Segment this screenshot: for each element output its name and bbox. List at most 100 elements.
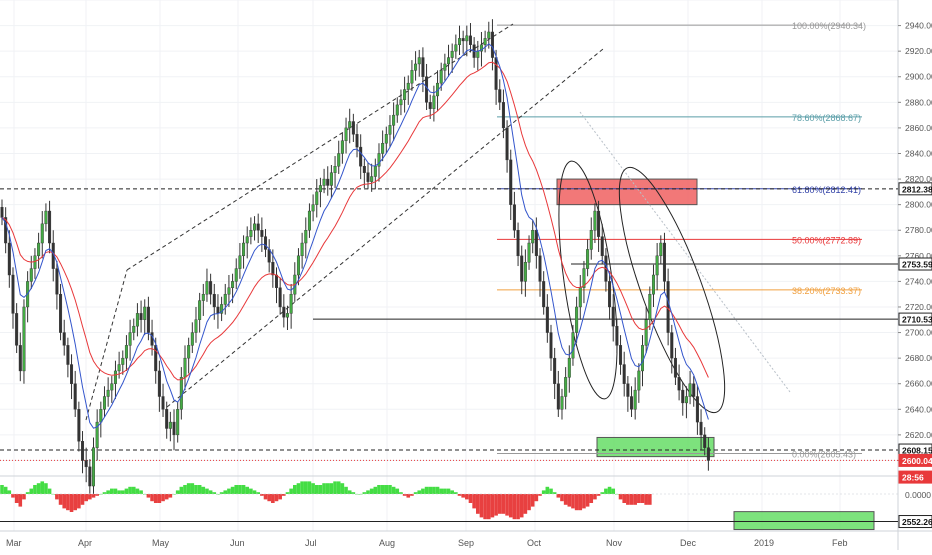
oscillator-bar	[486, 494, 491, 520]
candle-body	[143, 306, 147, 320]
oscillator-bar	[336, 481, 341, 494]
oscillator-bar	[563, 494, 568, 505]
oscillator-bar	[417, 490, 422, 494]
candle-body	[227, 287, 231, 295]
candle-body	[578, 287, 582, 308]
oscillator-bar	[508, 494, 513, 518]
candle-body	[564, 377, 568, 397]
candle-body	[161, 396, 165, 410]
oscillator-bar	[600, 492, 605, 494]
price-badge	[898, 257, 932, 271]
candle-body	[560, 396, 564, 410]
candle	[311, 194, 315, 222]
candle-body	[157, 370, 161, 397]
price-axis-label: 2620.00	[905, 430, 932, 440]
price-axis-label: 2860.00	[905, 123, 932, 133]
oscillator-bar	[443, 488, 447, 494]
price-badge-label: 2753.59	[902, 260, 932, 270]
oscillator-bar	[205, 488, 209, 494]
candle	[531, 220, 535, 254]
time-axis[interactable]: Mar Apr May Jun Jul Aug Sep Oct Nov Dec 2019 Feb	[6, 538, 848, 548]
oscillator-bar	[406, 494, 411, 498]
candle-body	[307, 210, 311, 231]
candle	[176, 401, 180, 443]
oscillator-bar	[318, 485, 323, 494]
oscillator-bar	[410, 494, 414, 496]
candle-body	[677, 377, 681, 391]
candle	[70, 354, 74, 400]
candle-body	[571, 332, 575, 359]
candle-body	[659, 242, 663, 257]
candle-body	[172, 421, 176, 436]
candle-body	[695, 396, 699, 423]
oscillator-bar	[611, 488, 616, 494]
candle	[414, 51, 418, 81]
candle	[637, 363, 641, 403]
zone-target	[733, 511, 875, 531]
candle	[128, 319, 132, 361]
oscillator-bar	[322, 483, 326, 494]
candle-body	[102, 396, 106, 410]
fib-level-label: 100.00%(2940.34)	[792, 21, 866, 31]
candle-body	[70, 364, 74, 384]
candle-body	[62, 332, 66, 346]
oscillator-bar	[153, 494, 158, 503]
candle	[564, 367, 568, 410]
candle-body	[586, 249, 590, 269]
candle-body	[608, 281, 612, 308]
candle-body	[7, 242, 11, 276]
candle-body	[176, 409, 180, 436]
candle-body	[575, 306, 579, 333]
moving-averages	[1, 43, 709, 429]
oscillator-bar	[219, 492, 224, 494]
candle-body	[703, 434, 707, 448]
candle-body	[128, 332, 132, 346]
candle-body	[300, 242, 304, 257]
candle-body	[355, 134, 359, 148]
candle-body	[29, 268, 33, 282]
candle	[542, 271, 546, 315]
oscillator-bar	[512, 494, 517, 520]
candle-body	[190, 332, 194, 346]
candle	[329, 165, 333, 199]
candle	[527, 235, 531, 270]
price-axis-label: 2700.00	[905, 328, 932, 338]
oscillator-bar	[362, 492, 367, 494]
candle-body	[373, 166, 377, 177]
candle	[256, 213, 260, 244]
candle	[600, 223, 604, 264]
candle-body	[37, 242, 41, 257]
candle-body	[611, 306, 615, 327]
oscillator-bar	[314, 485, 319, 494]
candle	[644, 306, 648, 354]
candle	[44, 203, 48, 232]
oscillator-bar	[44, 483, 48, 494]
oscillator-bar	[106, 490, 110, 494]
oscillator-bar	[303, 481, 308, 494]
candle-body	[384, 134, 388, 144]
candle	[362, 158, 366, 189]
candle	[421, 47, 425, 93]
candle-body	[651, 274, 655, 295]
time-axis-label: Mar	[6, 538, 22, 548]
candle-body	[253, 223, 257, 231]
candle	[102, 386, 106, 417]
candle-body	[406, 82, 410, 90]
candle	[344, 117, 348, 154]
candle-body	[626, 383, 630, 397]
candle-body	[483, 38, 487, 45]
candle-body	[414, 63, 418, 71]
candle	[29, 255, 33, 290]
oscillator-bar	[274, 494, 279, 502]
time-axis-label: Apr	[78, 538, 92, 548]
time-axis-label: May	[152, 538, 170, 548]
candle-body	[296, 255, 300, 276]
price-axis-label: 2660.00	[905, 379, 932, 389]
oscillator-bar	[120, 490, 125, 494]
candle	[11, 267, 15, 329]
oscillator-bar	[629, 494, 634, 505]
time-axis-label: Jun	[230, 538, 245, 548]
